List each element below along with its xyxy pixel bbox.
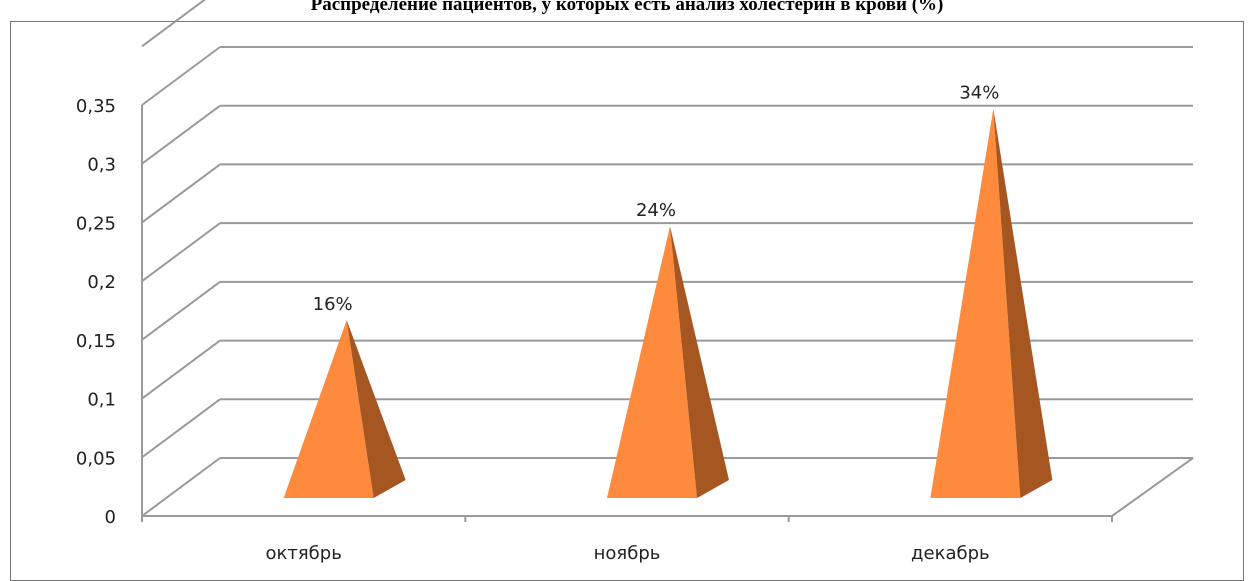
gridline-wall: [141, 281, 221, 341]
gridline-wall: [141, 398, 221, 459]
pyramid-side-face: [346, 320, 406, 498]
y-tick-label: 0,2: [87, 272, 116, 293]
data-label: 24%: [636, 200, 676, 221]
y-tick-label: 0,1: [87, 390, 116, 411]
data-label: 16%: [313, 294, 353, 315]
gridline-wall: [141, 339, 221, 400]
gridline-wall: [141, 104, 221, 165]
gridline-wall: [141, 163, 221, 224]
data-label: 34%: [959, 83, 999, 104]
x-tick-label: ноябрь: [594, 543, 661, 564]
pyramid-front-face: [283, 320, 374, 498]
y-tick-label: 0,3: [87, 155, 116, 176]
gridline-wall: [141, 46, 221, 106]
pyramid-front-face: [607, 226, 697, 498]
x-tick-label: декабрь: [911, 543, 990, 564]
y-tick-label: 0,05: [76, 448, 116, 469]
x-tick-label: октябрь: [265, 543, 341, 564]
y-tick-label: 0,25: [76, 213, 116, 234]
y-tick-label: 0: [105, 507, 116, 528]
pyramid-side-face: [670, 226, 729, 498]
gridline-wall: [141, 457, 221, 517]
gridline-wall: [141, 222, 221, 282]
pyramid-front-face: [930, 108, 1021, 498]
floor-edge: [1111, 457, 1194, 517]
y-tick-label: 0,15: [76, 331, 116, 352]
pyramid-side-face: [993, 108, 1053, 498]
chart-title: Распределение пациентов, у которых есть …: [310, 0, 944, 15]
y-tick-label: 0,35: [76, 96, 116, 117]
gridline-wall: [141, 0, 206, 48]
